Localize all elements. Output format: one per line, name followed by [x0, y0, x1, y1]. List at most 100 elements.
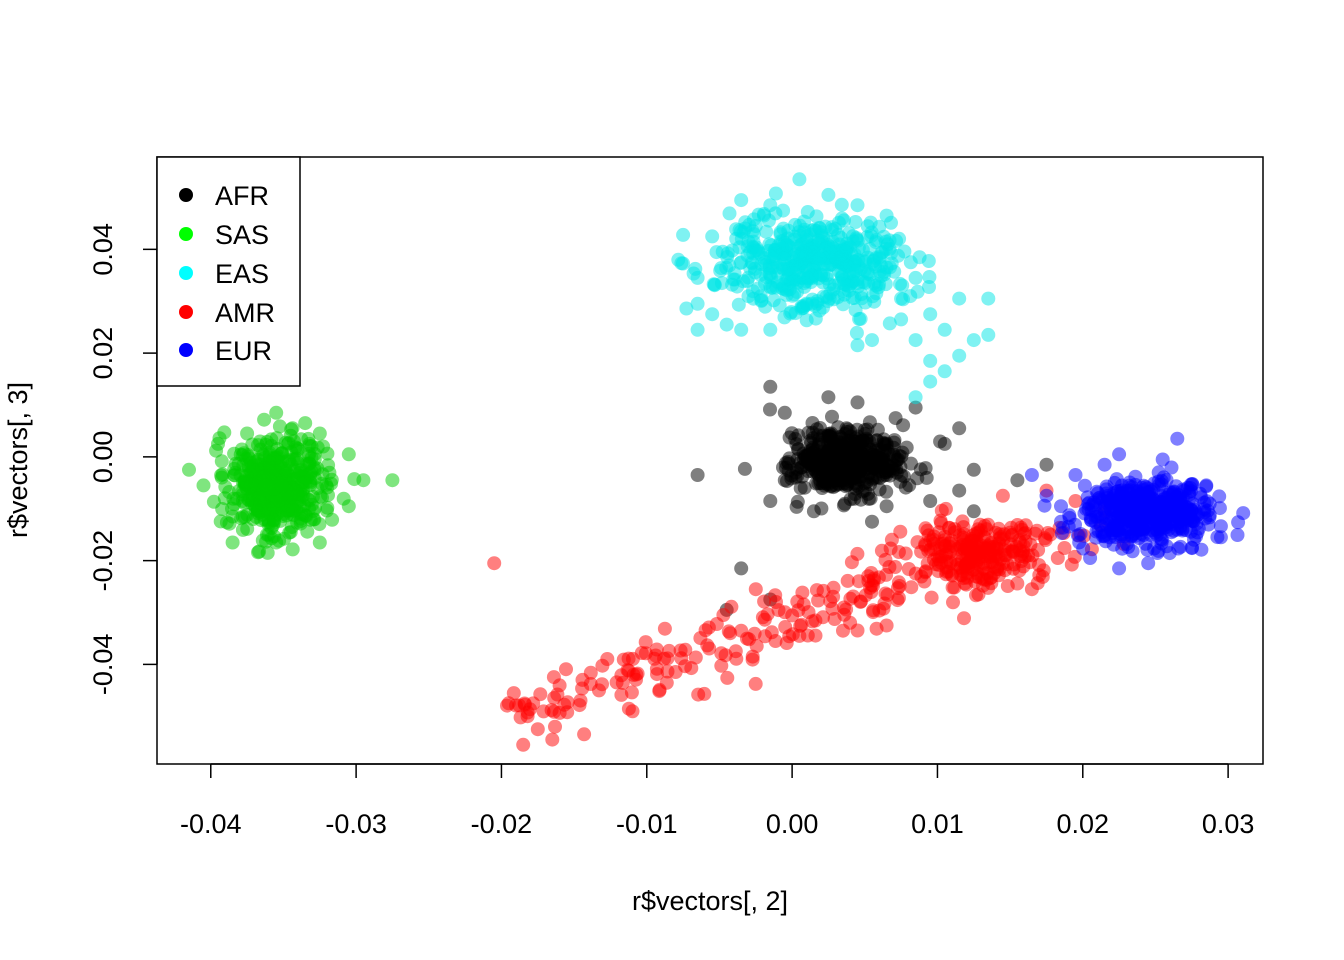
point-amr [879, 618, 894, 633]
point-afr [823, 429, 838, 444]
point-amr [709, 617, 724, 631]
point-amr [487, 556, 502, 571]
point-afr [844, 451, 859, 466]
point-eur [1199, 478, 1214, 493]
point-amr [888, 560, 903, 574]
point-afr [777, 405, 792, 420]
point-eas [759, 224, 774, 239]
point-eas [674, 256, 689, 271]
point-eas [879, 208, 894, 223]
point-eas [872, 219, 887, 234]
point-afr [836, 498, 851, 513]
point-amr [700, 638, 715, 653]
point-sas [272, 419, 287, 434]
point-eas [849, 264, 863, 279]
point-eas [811, 236, 826, 251]
point-eas [908, 270, 923, 285]
point-amr [714, 658, 729, 673]
point-eas [754, 257, 769, 272]
point-eas [679, 301, 694, 316]
point-amr [945, 580, 960, 595]
point-eur [1134, 522, 1149, 537]
point-afr [763, 494, 778, 508]
point-amr [808, 628, 823, 643]
point-eas [763, 198, 778, 213]
point-afr [937, 436, 952, 451]
point-eas [879, 260, 894, 275]
point-amr [533, 687, 548, 702]
point-eur [1122, 475, 1137, 490]
point-sas [325, 512, 340, 527]
point-afr [690, 468, 705, 482]
point-amr [933, 513, 948, 528]
point-amr [861, 569, 876, 584]
point-sas [214, 454, 229, 469]
point-eur [1097, 501, 1112, 516]
point-amr [1018, 534, 1033, 549]
point-eas [792, 218, 807, 233]
point-eur [1102, 530, 1117, 545]
point-afr [836, 476, 851, 491]
point-eur [1138, 493, 1152, 508]
point-sas [228, 456, 243, 471]
series-sas [182, 405, 400, 560]
point-sas [206, 494, 221, 509]
point-eur [1162, 546, 1177, 561]
legend-marker-afr [179, 188, 193, 202]
x-tick-label: 0.01 [911, 809, 964, 839]
legend-item-eas: EAS [179, 259, 269, 289]
point-eas [908, 333, 923, 348]
x-axis: -0.04 -0.03 -0.02 -0.01 0.00 0.01 0.02 0.03 [180, 763, 1255, 839]
point-eur [1184, 477, 1198, 492]
series-eur [1024, 431, 1251, 576]
point-sas [261, 455, 276, 470]
point-eur [1084, 513, 1099, 528]
point-eas [816, 300, 830, 315]
point-afr [862, 415, 877, 430]
point-sas [241, 461, 256, 476]
point-amr [1025, 548, 1040, 563]
point-afr [908, 400, 923, 415]
point-sas [303, 466, 318, 481]
point-afr [782, 430, 797, 445]
point-eas [720, 246, 735, 261]
point-eur [1236, 506, 1251, 521]
point-eas [690, 270, 705, 285]
legend-item-sas: SAS [179, 220, 269, 250]
point-amr [577, 727, 592, 742]
point-eas [894, 312, 909, 327]
point-amr [1024, 582, 1039, 597]
point-afr [913, 462, 928, 477]
point-afr [790, 494, 805, 509]
point-eas [705, 229, 720, 244]
legend-label-eas: EAS [215, 259, 269, 289]
point-sas [320, 500, 335, 515]
point-eur [1160, 504, 1175, 519]
point-amr [921, 543, 936, 558]
point-eas [792, 172, 807, 187]
legend: AFR SAS EAS AMR EUR [156, 156, 301, 387]
x-tick-label: 0.03 [1202, 809, 1255, 839]
point-eas [893, 276, 907, 291]
point-sas [225, 509, 240, 524]
point-eur [1213, 519, 1228, 534]
point-amr [734, 623, 749, 638]
point-eur [1054, 514, 1068, 529]
point-eas [869, 233, 884, 247]
point-amr [758, 629, 773, 644]
point-afr [763, 402, 777, 417]
point-amr [986, 540, 1001, 555]
point-eas [824, 240, 839, 254]
point-eur [1068, 468, 1083, 482]
point-eur [1112, 561, 1127, 576]
legend-label-eur: EUR [215, 336, 272, 366]
point-amr [516, 737, 531, 752]
point-amr [880, 587, 895, 602]
point-amr [691, 687, 706, 702]
point-eas [871, 280, 886, 295]
point-eur [1024, 468, 1039, 482]
point-eas [776, 277, 790, 292]
point-afr [966, 504, 981, 519]
point-eas [981, 291, 996, 306]
